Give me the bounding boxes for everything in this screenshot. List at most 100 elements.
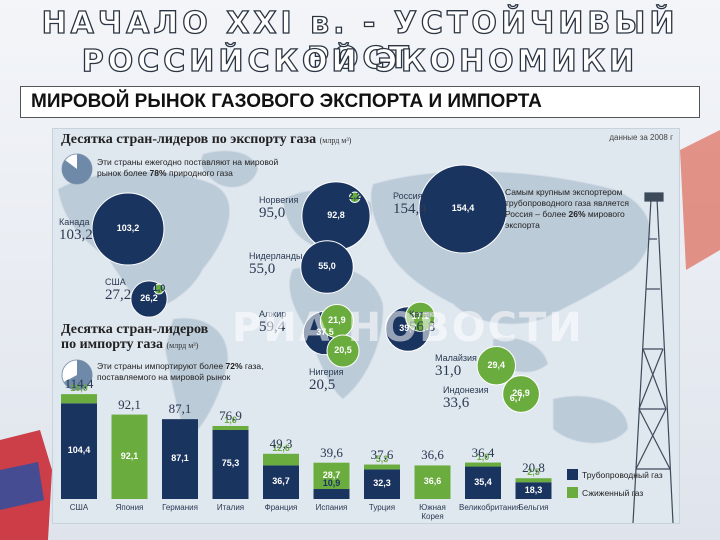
slide-headline-line2: РОССИЙСКОЙ ЭКОНОМИКИ — [81, 43, 639, 79]
flag-decoration-right — [680, 130, 720, 270]
export-8-lng-bubble — [476, 345, 517, 386]
import-bar-6-lng-value: 5,3 — [375, 453, 389, 464]
export-4-total: 59,4 — [259, 319, 286, 335]
import-bar-4-lng-value: 12,6 — [272, 442, 290, 453]
import-bar-8-lng-value: 1,0 — [476, 451, 490, 462]
import-chart-title: Десятка стран-лидеров по импорту газа (м… — [61, 322, 209, 352]
import-bar-6-total: 37,6 — [370, 446, 394, 462]
import-note-share: 72% — [225, 361, 243, 371]
export-share-pie-icon — [61, 153, 93, 185]
import-category-5: Испания — [315, 503, 348, 512]
import-bar-9-total: 20,8 — [522, 460, 545, 476]
export-3-total: 55,0 — [249, 261, 276, 277]
import-bar-3-lng — [212, 425, 249, 430]
import-note: Эти страны импортируют более 72% газа, п… — [97, 361, 264, 382]
export-7-pipeline-value: 26,2 — [140, 293, 158, 303]
import-bar-0-lng-value: 10,0 — [70, 383, 88, 394]
import-bar-8-lng — [465, 462, 501, 467]
legend-pipeline-swatch — [567, 469, 578, 480]
export-6-total: 20,5 — [309, 377, 336, 393]
export-6-lng-value: 20,5 — [334, 345, 352, 355]
map-greenland — [200, 150, 259, 188]
export-7-name: США — [105, 277, 126, 287]
import-bar-4-pipeline — [263, 465, 299, 499]
import-bar-8-pipeline-value: 35,4 — [474, 476, 492, 487]
export-2-total: 95,0 — [259, 205, 286, 221]
legend-pipeline-label: Трубопроводный газ — [582, 470, 663, 480]
import-category-7: Южная Корея — [419, 503, 446, 521]
import-bar-4-total: 49,3 — [269, 435, 293, 451]
import-category-3: Италия — [216, 503, 245, 512]
export-5-name: Катар — [409, 309, 434, 319]
import-bar-3-pipeline-value: 75,3 — [221, 458, 240, 469]
export-7-lng-bubble — [153, 283, 165, 295]
import-bar-9-lng — [515, 478, 552, 483]
import-bar-9-pipeline — [515, 482, 552, 499]
import-bar-9-pipeline-value: 18,3 — [524, 484, 543, 495]
export-3-pipeline-bubble — [300, 240, 354, 294]
export-8-lng-value: 29,4 — [487, 359, 506, 370]
export-4-name: Алжир — [259, 309, 287, 319]
watermark: РИА НОВОСТИ — [232, 305, 584, 351]
import-chart-unit: (млрд м³) — [166, 341, 199, 350]
export-2-lng-bubble — [349, 191, 361, 203]
export-8-total: 31,0 — [435, 363, 462, 379]
export-2-lng-value: 2,2 — [348, 191, 361, 202]
import-bar-5-lng — [313, 462, 350, 490]
export-5-pipeline-value: 39,7 — [399, 323, 417, 333]
export-3-pipeline-value: 55,0 — [318, 261, 336, 271]
export-note: Эти страны ежегодно поставляют на мирово… — [97, 157, 279, 178]
map-australia — [552, 395, 629, 444]
import-category-6: Турция — [368, 503, 396, 512]
infographic-panel: Десятка стран-лидеров по экспорту газа (… — [52, 128, 680, 524]
export-9-pipeline-value: 6,7 — [509, 393, 523, 403]
export-1-pipeline-bubble — [91, 192, 165, 266]
export-9-lng-value: 26,9 — [512, 387, 530, 398]
import-category-2: Германия — [162, 503, 198, 512]
export-chart-unit: (млрд м³) — [319, 136, 352, 145]
export-chart-title: Десятка стран-лидеров по экспорту газа — [61, 132, 317, 147]
slide-subtitle: МИРОВОЙ РЫНОК ГАЗОВОГО ЭКСПОРТА И ИМПОРТ… — [20, 86, 700, 118]
export-5-total: 56,8 — [409, 319, 436, 335]
import-category-8: Великобритания — [459, 503, 521, 512]
export-7-total: 27,2 — [105, 287, 132, 303]
export-0-name: Россия — [393, 191, 423, 201]
import-bar-0-total: 114,4 — [64, 376, 94, 392]
import-bar-5-total: 39,6 — [320, 444, 343, 460]
import-category-0: США — [69, 503, 89, 512]
import-share-pie-icon — [61, 359, 93, 391]
export-9-total: 33,6 — [443, 395, 470, 411]
export-6-lng-bubble — [326, 334, 360, 368]
export-1-total: 103,2 — [59, 227, 93, 243]
export-8-name: Малайзия — [435, 353, 477, 363]
import-bar-0-lng — [61, 394, 97, 404]
import-bar-5-pipeline — [313, 489, 350, 499]
import-bar-7-lng — [414, 465, 451, 499]
export-note-share: 78% — [149, 168, 167, 178]
import-bar-6-pipeline-value: 32,3 — [373, 478, 391, 489]
import-bar-8-pipeline — [465, 466, 501, 499]
gas-rig-icon — [632, 192, 674, 523]
import-bar-2-pipeline-value: 87,1 — [171, 453, 189, 464]
export-9-lng-bubble — [502, 375, 540, 413]
import-bar-2-pipeline — [162, 419, 198, 499]
export-0-pipeline-bubble — [418, 164, 508, 254]
legend-lng-label: Сжиженный газ — [582, 488, 644, 498]
export-0-pipeline-value: 154,4 — [451, 203, 475, 213]
import-category-4: Франция — [264, 503, 298, 512]
chart-canvas — [57, 150, 674, 523]
import-bar-3-total: 76,9 — [219, 407, 242, 423]
export-5-lng-value: 17,1 — [411, 310, 430, 321]
export-0-total: 154,4 — [393, 201, 427, 217]
export-9-name: Индонезия — [443, 385, 489, 395]
export-7-lng-value: 1,0 — [152, 283, 166, 294]
russia-callout-share: 26% — [568, 209, 586, 219]
export-2-name: Норвегия — [259, 195, 299, 205]
import-bar-6-lng — [364, 464, 400, 470]
import-bar-2-total: 87,1 — [168, 401, 192, 417]
export-4-lng-value: 21,9 — [328, 315, 346, 326]
export-1-pipeline-value: 103,2 — [116, 223, 140, 233]
export-5-lng-bubble — [405, 301, 436, 332]
import-bar-6-pipeline — [364, 469, 400, 499]
import-bar-1-lng — [111, 414, 148, 499]
